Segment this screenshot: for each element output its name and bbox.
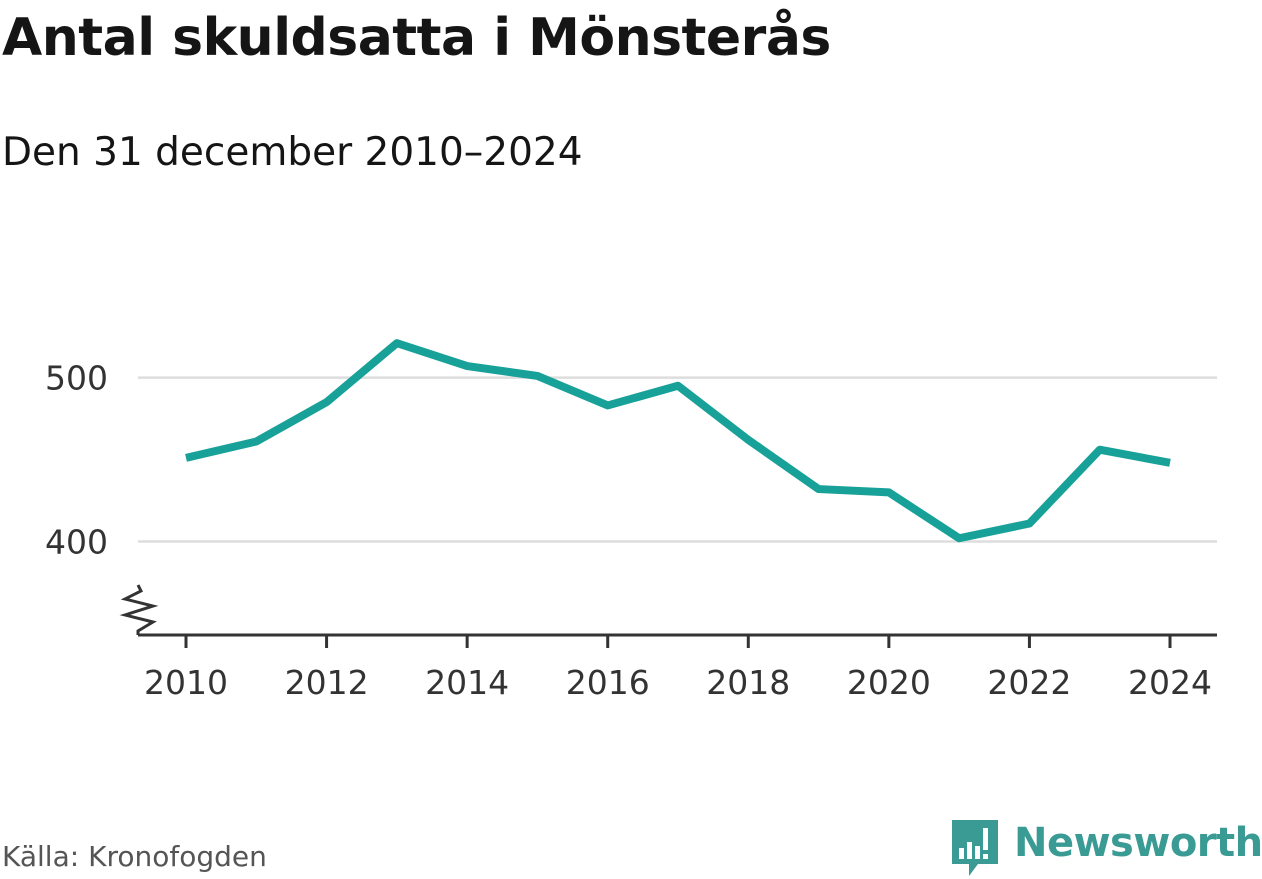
y-tick-labels: 400 500 [45,359,108,562]
x-tick-label: 2016 [566,663,650,702]
x-tick-label: 2014 [425,663,509,702]
chart-title: Antal skuldsatta i Mönsterås [2,8,831,68]
x-tick-label: 2010 [144,663,228,702]
line-chart: 400 500 2010 2012 2014 2016 2018 2020 2022 2024 [45,339,1217,702]
chart-subtitle: Den 31 december 2010–2024 [2,130,583,175]
x-tick-labels: 2010 2012 2014 2016 2018 2020 2022 2024 [144,635,1212,702]
newsworthy-logo-icon [952,820,998,876]
x-tick-label: 2018 [706,663,790,702]
gridlines [138,376,1217,543]
y-tick-label: 500 [45,359,108,398]
y-axis-break-mark [119,584,159,635]
source-label: Källa: Kronofogden [2,840,267,873]
x-tick-label: 2024 [1128,663,1212,702]
x-tick-label: 2020 [847,663,931,702]
x-tick-label: 2022 [987,663,1071,702]
y-tick-label: 400 [45,523,108,562]
brand-logo: Newsworthy [950,818,1262,878]
series-line [185,339,1171,543]
x-axis [119,584,1217,637]
series-layer [185,339,1171,543]
brand-name: Newsworthy [1014,820,1262,866]
x-tick-label: 2012 [285,663,369,702]
